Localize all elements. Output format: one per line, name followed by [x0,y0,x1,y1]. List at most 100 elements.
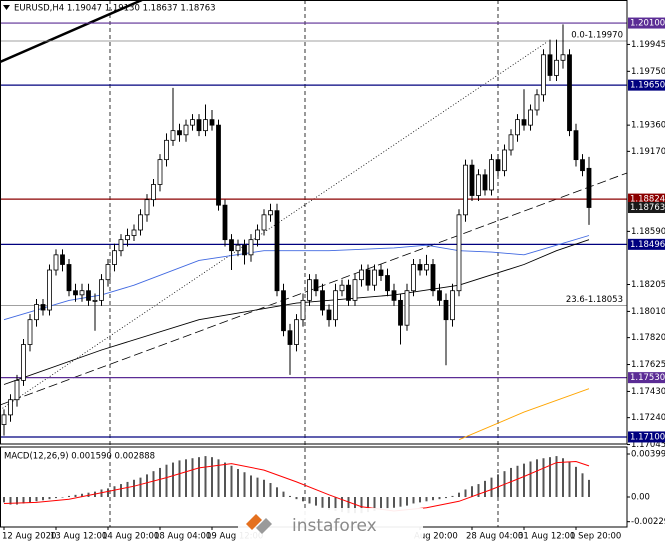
level-label-bg [628,372,665,384]
candle-body [164,139,169,161]
macd-bar [438,497,441,500]
macd-bar [100,489,103,497]
macd-bar [276,487,278,497]
macd-bar [9,497,12,505]
macd-bar [386,497,389,509]
level-label-bg [628,431,665,443]
candle-body [34,304,39,321]
candle-body [391,290,397,301]
macd-bar [412,497,415,504]
candle-body [508,134,514,151]
candle-body [144,199,150,216]
macd-bar [425,497,428,502]
candle-body [489,159,494,191]
macd-bar [451,495,454,497]
candle-body [580,159,585,172]
y-tick-label: 1.19750 [631,67,665,77]
macd-bar [373,497,376,511]
candle-body [138,214,143,231]
candle-body [313,279,319,292]
candle-body [222,204,228,241]
candle-body [118,239,124,252]
macd-bar [230,465,233,497]
macd-bar [81,493,83,497]
y-tick-label: 1.17820 [631,333,665,343]
macd-bar [347,497,350,514]
candle-body [209,119,215,126]
y-tick-label: 1.19170 [631,147,665,157]
macd-bar [334,497,337,511]
candle-body [333,290,338,321]
candle-body [586,167,592,208]
macd-bar [406,497,408,506]
candle-body [372,269,377,286]
macd-bar [575,466,577,497]
watermark: instaforex [238,508,423,543]
macd-bar [133,479,135,497]
macd-bar [263,479,265,497]
macd-bar [3,497,5,503]
candle-body [385,275,390,292]
y-tick-label: 0.00 [631,493,650,503]
candle-body [567,54,572,132]
macd-bar [243,472,246,497]
y-tick-label: 1.17045 [631,440,665,450]
macd-bar [146,474,148,497]
macd-bar [152,471,155,497]
candle-body [456,214,462,292]
macd-bar [217,459,220,497]
macd-bar [256,477,259,497]
macd-bar [159,467,161,497]
macd-bar [516,465,519,497]
y-tick-label: 1.19945 [631,40,665,50]
candle-body [229,239,234,252]
level-label: 1.19650 [630,81,665,91]
candle-body [398,299,403,326]
macd-bar [588,479,590,497]
logo-shape [246,514,262,530]
macd-bar [549,457,551,497]
moving-average [3,235,590,321]
macd-bar [22,497,25,504]
macd-bar [432,497,434,501]
level-label-bg [628,238,665,250]
candle-body [476,174,481,196]
candle-body [105,264,111,281]
candle-body [534,94,540,111]
candle-body [417,264,423,271]
macd-bar [367,497,369,513]
fib-label: 23.6-1.18053 [566,295,623,305]
candle-body [424,264,429,271]
candle-body [320,290,325,311]
level-label: 1.17100 [630,432,665,442]
candle-body [73,290,78,296]
macd-bar [172,462,174,497]
macd-bar [568,461,571,497]
macd-bar [282,491,285,497]
candle-body [190,119,195,126]
candle-body [307,279,312,301]
macd-bar [360,497,363,514]
candle-body [1,414,7,425]
candle-body [170,130,176,141]
current-price-bg [628,202,665,214]
macd-bar [471,486,473,497]
main-frame [0,0,628,445]
candle-body [521,119,527,126]
y-tick-label: -0.002293 [631,517,665,527]
candle-body [515,119,520,136]
trendline [0,0,143,64]
candle-body [274,210,280,292]
x-tick-label: 18 Aug 04:00 [154,532,211,542]
macd-bar [269,483,272,497]
menu-triangle [3,5,10,10]
macd-bar [178,460,181,497]
candle-body [86,290,91,301]
macd-bar [224,462,226,497]
x-tick-label: 28 Aug 04:00 [466,532,523,542]
x-tick-label: 19 Aug 12:00 [206,532,263,542]
candle-body [352,279,358,301]
candle-body [66,264,72,292]
